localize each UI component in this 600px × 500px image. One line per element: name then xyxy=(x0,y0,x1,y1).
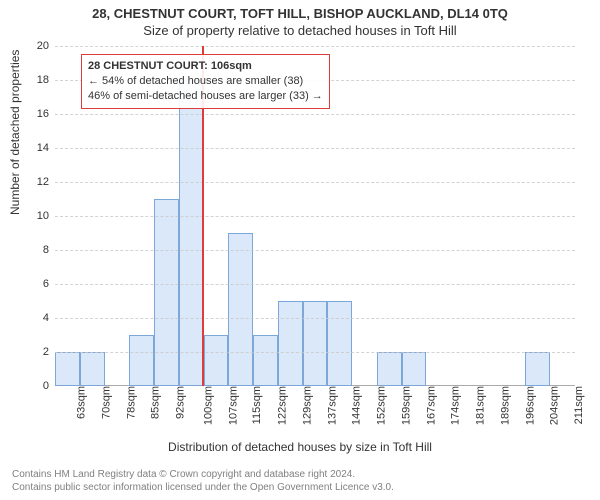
y-tick-label: 8 xyxy=(43,244,49,256)
grid-line xyxy=(55,182,575,183)
grid-line xyxy=(55,250,575,251)
grid-line xyxy=(55,216,575,217)
histogram-bar xyxy=(525,352,550,386)
y-tick-label: 14 xyxy=(37,142,49,154)
x-tick-label: 137sqm xyxy=(322,386,338,425)
footer-line2: Contains public sector information licen… xyxy=(12,482,394,495)
histogram-bar xyxy=(402,352,427,386)
callout-line2: ← 54% of detached houses are smaller (38… xyxy=(88,74,323,89)
y-tick-label: 16 xyxy=(37,108,49,120)
x-tick-label: 100sqm xyxy=(198,386,214,425)
histogram-bar xyxy=(80,352,105,386)
x-tick-label: 211sqm xyxy=(569,386,585,424)
y-tick-label: 2 xyxy=(43,346,49,358)
callout-line1: 28 CHESTNUT COURT: 106sqm xyxy=(88,59,323,74)
x-tick-label: 204sqm xyxy=(545,386,561,425)
callout-line3: 46% of semi-detached houses are larger (… xyxy=(88,89,323,104)
grid-line xyxy=(55,114,575,115)
histogram-bar xyxy=(327,301,352,386)
chart-container: 28, CHESTNUT COURT, TOFT HILL, BISHOP AU… xyxy=(0,0,600,500)
grid-line xyxy=(55,148,575,149)
y-tick-label: 12 xyxy=(37,176,49,188)
x-tick-label: 181sqm xyxy=(471,386,487,425)
x-tick-label: 92sqm xyxy=(171,386,187,419)
x-tick-label: 85sqm xyxy=(146,386,162,419)
x-tick-label: 78sqm xyxy=(121,386,137,419)
x-tick-label: 70sqm xyxy=(96,386,112,419)
histogram-bar xyxy=(179,80,204,386)
x-tick-label: 189sqm xyxy=(496,386,512,425)
x-tick-label: 115sqm xyxy=(247,386,263,424)
x-axis-label: Distribution of detached houses by size … xyxy=(0,440,600,454)
y-tick-label: 20 xyxy=(37,40,49,52)
y-tick-label: 4 xyxy=(43,312,49,324)
histogram-bar xyxy=(278,301,303,386)
x-tick-label: 167sqm xyxy=(421,386,437,425)
footer-line1: Contains HM Land Registry data © Crown c… xyxy=(12,469,394,482)
histogram-bar xyxy=(253,335,278,386)
grid-line xyxy=(55,46,575,47)
x-tick-label: 144sqm xyxy=(347,386,363,425)
plot-area: 0246810121416182063sqm70sqm78sqm85sqm92s… xyxy=(55,46,575,386)
x-tick-label: 152sqm xyxy=(372,386,388,425)
histogram-bar xyxy=(55,352,80,386)
histogram-bar xyxy=(303,301,328,386)
x-tick-label: 159sqm xyxy=(396,386,412,425)
attribution-footer: Contains HM Land Registry data © Crown c… xyxy=(12,469,394,494)
x-tick-label: 63sqm xyxy=(72,386,88,419)
x-tick-label: 122sqm xyxy=(273,386,289,425)
y-tick-label: 18 xyxy=(37,74,49,86)
y-tick-label: 0 xyxy=(43,380,49,392)
y-tick-label: 6 xyxy=(43,278,49,290)
y-axis-label: Number of detached properties xyxy=(8,50,22,215)
x-tick-label: 129sqm xyxy=(297,386,313,425)
histogram-bar xyxy=(154,199,179,386)
chart-title-line1: 28, CHESTNUT COURT, TOFT HILL, BISHOP AU… xyxy=(0,0,600,21)
callout-box: 28 CHESTNUT COURT: 106sqm← 54% of detach… xyxy=(81,54,330,109)
chart-title-line2: Size of property relative to detached ho… xyxy=(0,21,600,38)
y-tick-label: 10 xyxy=(37,210,49,222)
histogram-bar xyxy=(129,335,154,386)
grid-line xyxy=(55,284,575,285)
x-tick-label: 174sqm xyxy=(446,386,462,425)
x-tick-label: 196sqm xyxy=(520,386,536,425)
histogram-bar xyxy=(377,352,402,386)
grid-line xyxy=(55,352,575,353)
histogram-bar xyxy=(204,335,229,386)
grid-line xyxy=(55,318,575,319)
histogram-bar xyxy=(228,233,253,386)
x-tick-label: 107sqm xyxy=(223,386,239,425)
